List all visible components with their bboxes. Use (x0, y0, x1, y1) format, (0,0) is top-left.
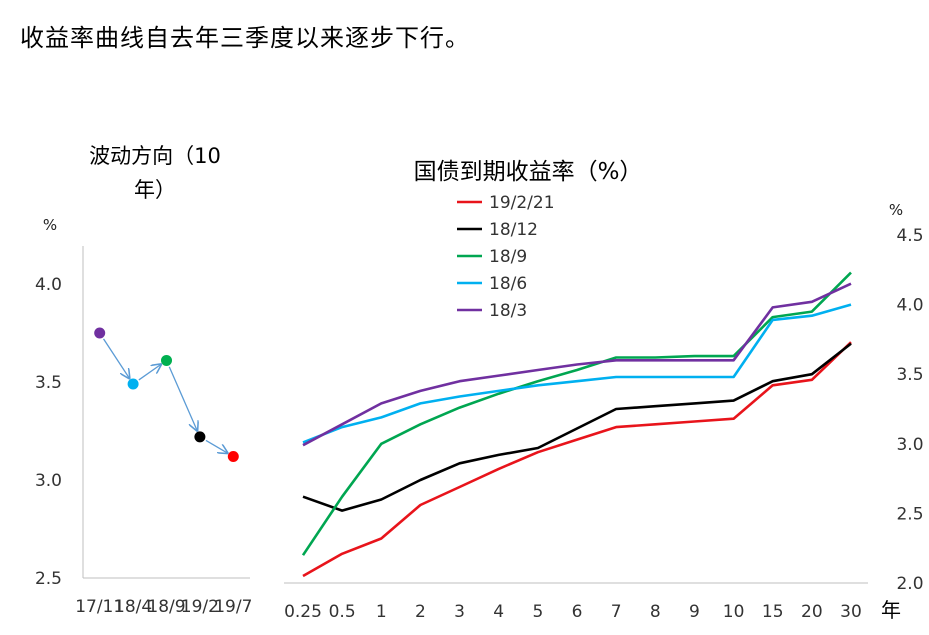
direction-arrow (205, 439, 227, 453)
right-x-tick-label: 2 (415, 602, 426, 622)
left-x-tick-label: 19/7 (214, 597, 252, 617)
direction-arrow (168, 366, 197, 431)
left-chart-title-line1: 波动方向（10 (89, 144, 221, 168)
left-x-tick-label: 18/4 (114, 597, 152, 617)
left-y-ticks: 2.5 3.0 3.5 4.0 (35, 275, 62, 589)
right-y-unit: % (889, 201, 903, 219)
right-y-tick-label: 2.5 (896, 504, 923, 524)
right-x-tick-label: 15 (762, 602, 784, 622)
left-x-tick-label: 17/11 (75, 597, 124, 617)
legend-label: 18/6 (489, 274, 527, 294)
left-y-tick-label: 3.0 (35, 471, 62, 491)
right-x-tick-label: 3 (454, 602, 465, 622)
left-points (94, 327, 239, 462)
yield-point (194, 431, 206, 443)
right-chart-title: 国债到期收益率（%） (414, 159, 643, 185)
right-x-tick-label: 0.25 (284, 602, 322, 622)
right-x-tick-label: 6 (572, 602, 583, 622)
right-y-tick-label: 3.5 (896, 365, 923, 385)
right-y-ticks: 2.0 2.5 3.0 3.5 4.0 4.5 (896, 226, 923, 594)
legend-label: 18/12 (489, 220, 538, 240)
left-y-tick-label: 2.5 (35, 569, 62, 589)
right-y-tick-label: 3.0 (896, 435, 923, 455)
series-line-18-12 (302, 342, 852, 512)
right-y-tick-label: 2.0 (896, 574, 923, 594)
left-arrows (102, 338, 228, 453)
yield-point (127, 378, 139, 390)
right-lines (301, 271, 852, 578)
series-line-18-6 (302, 303, 852, 444)
right-x-tick-label: 0.5 (329, 602, 356, 622)
right-x-tick-label: 8 (650, 602, 661, 622)
right-y-tick-label: 4.5 (896, 226, 923, 246)
legend-label: 18/9 (489, 247, 527, 267)
direction-arrow (102, 338, 130, 378)
yield-point (227, 450, 239, 462)
right-x-tick-label: 4 (493, 602, 504, 622)
direction-arrow (138, 364, 161, 381)
right-x-tick-label: 10 (723, 602, 745, 622)
left-x-tick-label: 18/9 (147, 597, 185, 617)
right-y-tick-label: 4.0 (896, 296, 923, 316)
right-x-tick-label: 20 (801, 602, 823, 622)
left-y-unit: % (43, 216, 57, 234)
left-y-tick-label: 4.0 (35, 275, 62, 295)
yield-point (94, 327, 106, 339)
right-x-tick-label: 30 (840, 602, 862, 622)
legend: 19/2/21 18/12 18/9 18/6 18/3 (457, 193, 555, 321)
series-line-18-3 (302, 282, 852, 447)
left-chart-title-line2: 年） (134, 178, 176, 202)
page-headline: 收益率曲线自去年三季度以来逐步下行。 (20, 24, 470, 52)
series-line-19-2-21 (302, 341, 852, 578)
legend-label: 18/3 (489, 301, 527, 321)
right-x-tick-label: 1 (376, 602, 387, 622)
right-x-ticks: 0.25 0.5 1 2 3 4 5 6 7 8 9 10 15 20 30 (284, 602, 862, 622)
series-line-18-9 (301, 271, 852, 556)
yield-point (161, 354, 172, 366)
legend-label: 19/2/21 (489, 193, 555, 213)
right-x-tick-label: 9 (689, 602, 700, 622)
right-x-unit: 年 (881, 598, 901, 622)
right-x-tick-label: 5 (532, 602, 543, 622)
left-y-tick-label: 3.5 (35, 373, 62, 393)
right-x-tick-label: 7 (611, 602, 622, 622)
left-x-tick-label: 19/2 (181, 597, 219, 617)
